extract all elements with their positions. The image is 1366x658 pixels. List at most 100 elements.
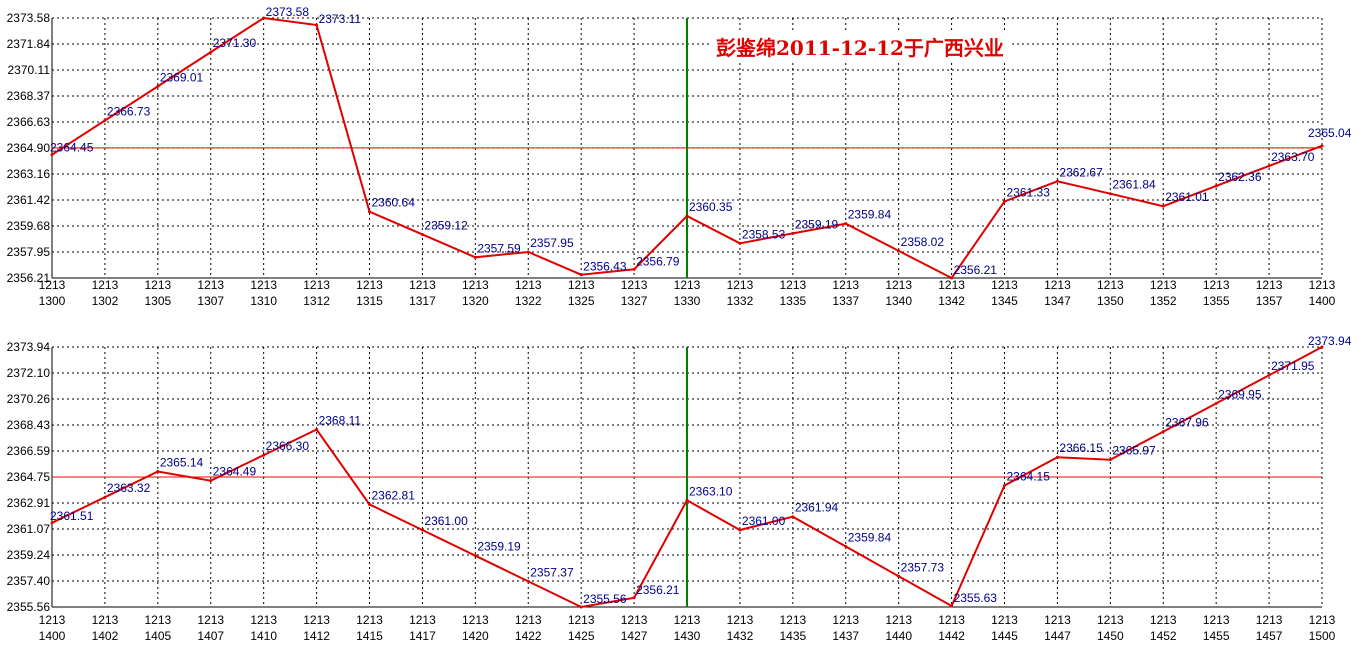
top-x-tick-bottom: 1400 — [1309, 294, 1336, 308]
top-x-tick-top: 1213 — [832, 278, 859, 292]
bottom-x-tick-top: 1213 — [1044, 613, 1071, 627]
bottom-data-label: 2366.30 — [266, 439, 310, 453]
top-x-tick-top: 1213 — [991, 278, 1018, 292]
top-x-tick-bottom: 1337 — [832, 294, 859, 308]
top-data-point — [791, 231, 795, 235]
bottom-data-point — [579, 605, 583, 609]
bottom-data-label: 2371.95 — [1271, 359, 1315, 373]
bottom-x-tick-top: 1213 — [92, 613, 119, 627]
top-y-tick-label: 2373.58 — [7, 11, 51, 25]
top-y-tick-label: 2370.11 — [8, 63, 51, 77]
top-x-tick-top: 1213 — [938, 278, 965, 292]
top-y-tick-label: 2366.63 — [7, 115, 51, 129]
bottom-data-point — [209, 479, 213, 483]
top-data-label: 2357.59 — [477, 241, 521, 255]
top-data-label: 2357.95 — [530, 236, 574, 250]
bottom-x-tick-top: 1213 — [1150, 613, 1177, 627]
bottom-data-label: 2357.37 — [530, 565, 574, 579]
bottom-x-tick-top: 1213 — [462, 613, 489, 627]
bottom-x-tick-top: 1213 — [938, 613, 965, 627]
bottom-y-tick-label: 2361.07 — [7, 522, 51, 536]
bottom-x-tick-top: 1213 — [303, 613, 330, 627]
top-x-tick-top: 1213 — [462, 278, 489, 292]
top-y-tick-label: 2359.68 — [7, 219, 51, 233]
top-x-tick-bottom: 1310 — [250, 294, 277, 308]
bottom-data-label: 2364.49 — [213, 465, 257, 479]
top-x-tick-bottom: 1352 — [1150, 294, 1177, 308]
top-x-tick-bottom: 1357 — [1256, 294, 1283, 308]
top-data-label: 2366.73 — [107, 105, 151, 119]
bottom-data-label: 2366.15 — [1059, 441, 1103, 455]
bottom-y-tick-label: 2357.40 — [7, 574, 51, 588]
top-data-label: 2359.12 — [424, 218, 468, 232]
bottom-data-point — [897, 574, 901, 578]
top-x-tick-bottom: 1302 — [92, 294, 119, 308]
bottom-y-tick-label: 2366.59 — [7, 444, 51, 458]
bottom-y-tick-label: 2373.94 — [7, 340, 51, 354]
bottom-y-tick-label: 2364.75 — [7, 470, 51, 484]
bottom-data-point — [156, 469, 160, 473]
bottom-x-tick-bottom: 1402 — [92, 629, 119, 643]
bottom-y-tick-label: 2362.91 — [7, 496, 51, 510]
top-x-tick-top: 1213 — [1097, 278, 1124, 292]
bottom-x-tick-top: 1213 — [197, 613, 224, 627]
bottom-x-tick-bottom: 1445 — [991, 629, 1018, 643]
top-x-tick-top: 1213 — [568, 278, 595, 292]
bottom-data-label: 2364.15 — [1007, 469, 1051, 483]
bottom-x-tick-top: 1213 — [39, 613, 66, 627]
bottom-x-tick-bottom: 1420 — [462, 629, 489, 643]
bottom-data-label: 2368.11 — [319, 413, 362, 427]
bottom-x-tick-bottom: 1435 — [779, 629, 806, 643]
bottom-x-tick-top: 1213 — [409, 613, 436, 627]
top-data-point — [950, 276, 954, 280]
top-x-tick-top: 1213 — [621, 278, 648, 292]
top-data-point — [473, 255, 477, 259]
bottom-data-point — [738, 528, 742, 532]
top-y-tick-label: 2356.21 — [7, 271, 51, 285]
bottom-x-tick-bottom: 1425 — [568, 629, 595, 643]
top-x-tick-bottom: 1342 — [938, 294, 965, 308]
top-x-tick-bottom: 1355 — [1203, 294, 1230, 308]
bottom-data-label: 2359.19 — [477, 540, 521, 554]
top-data-label: 2361.33 — [1007, 185, 1051, 199]
bottom-x-tick-bottom: 1457 — [1256, 629, 1283, 643]
top-data-label: 2358.02 — [901, 235, 945, 249]
bottom-data-label: 2367.96 — [1165, 416, 1209, 430]
bottom-x-tick-bottom: 1500 — [1309, 629, 1336, 643]
bottom-data-label: 2357.73 — [901, 560, 945, 574]
top-x-tick-bottom: 1327 — [621, 294, 648, 308]
top-x-tick-bottom: 1332 — [727, 294, 754, 308]
bottom-y-tick-label: 2370.26 — [7, 392, 51, 406]
top-x-tick-top: 1213 — [1044, 278, 1071, 292]
top-x-tick-top: 1213 — [356, 278, 383, 292]
bottom-x-tick-bottom: 1440 — [885, 629, 912, 643]
top-y-tick-label: 2368.37 — [7, 89, 51, 103]
top-data-label: 2371.30 — [213, 36, 257, 50]
bottom-data-point — [632, 596, 636, 600]
bottom-data-point — [420, 528, 424, 532]
top-data-point — [844, 222, 848, 226]
bottom-x-tick-bottom: 1452 — [1150, 629, 1177, 643]
top-data-point — [156, 84, 160, 88]
bottom-data-point — [262, 453, 266, 457]
bottom-data-label: 2356.21 — [636, 583, 680, 597]
top-x-tick-top: 1213 — [303, 278, 330, 292]
bottom-x-tick-bottom: 1400 — [39, 629, 66, 643]
bottom-data-point — [1161, 430, 1165, 434]
top-x-tick-top: 1213 — [92, 278, 119, 292]
top-data-label: 2356.79 — [636, 254, 680, 268]
top-y-tick-label: 2357.95 — [7, 245, 51, 259]
top-x-tick-bottom: 1350 — [1097, 294, 1124, 308]
bottom-x-tick-top: 1213 — [779, 613, 806, 627]
top-data-point — [209, 50, 213, 54]
top-data-point — [897, 249, 901, 253]
bottom-data-label: 2365.97 — [1112, 444, 1156, 458]
bottom-x-tick-bottom: 1417 — [409, 629, 436, 643]
chart-title: 彭鉴绵2011-12-12于广西兴业 — [710, 30, 1010, 63]
bottom-y-tick-label: 2359.24 — [7, 548, 51, 562]
top-x-tick-top: 1213 — [515, 278, 542, 292]
bottom-x-tick-top: 1213 — [1309, 613, 1336, 627]
top-data-label: 2373.11 — [319, 12, 362, 26]
bottom-x-tick-bottom: 1450 — [1097, 629, 1124, 643]
